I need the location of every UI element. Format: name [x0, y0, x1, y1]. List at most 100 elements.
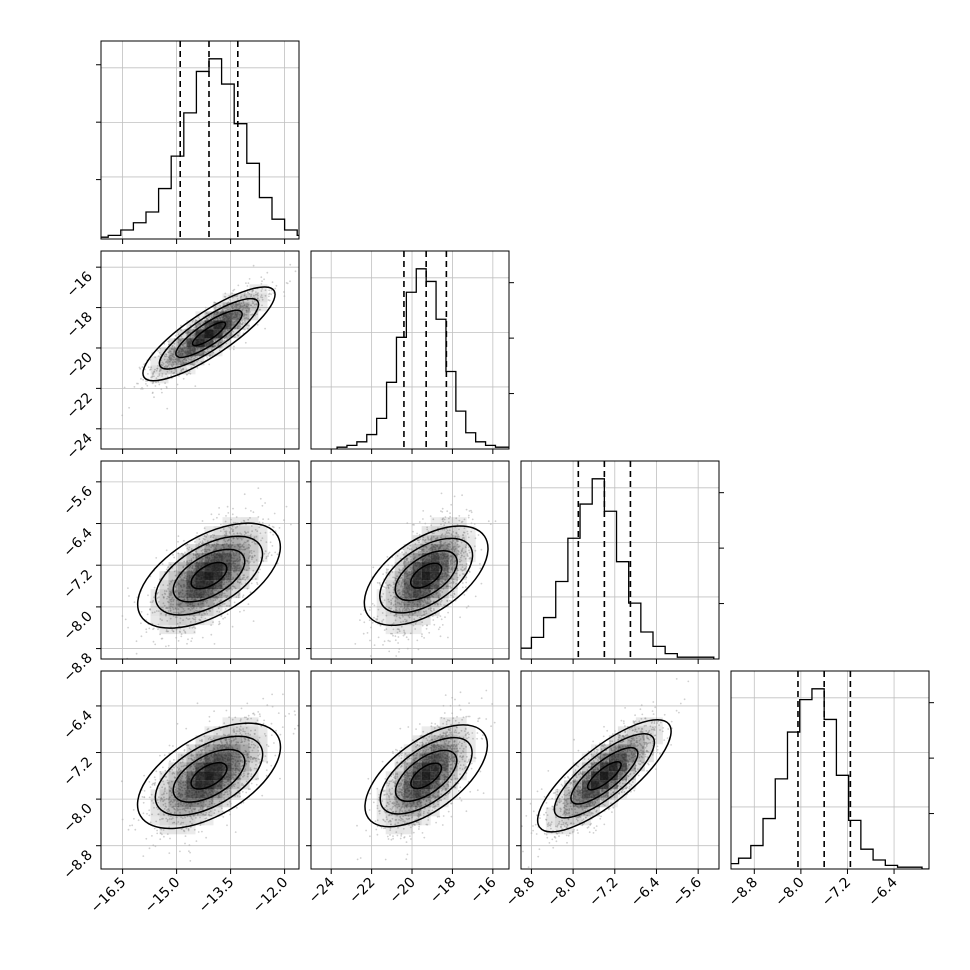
sample-point — [169, 594, 172, 597]
sample-point — [127, 626, 129, 629]
density-cell — [231, 580, 241, 590]
sample-point — [185, 359, 188, 362]
sample-point — [371, 621, 374, 624]
sample-point — [461, 569, 464, 572]
sample-point — [231, 307, 234, 310]
sample-point — [191, 617, 194, 620]
density-cell — [150, 607, 160, 617]
sample-point — [166, 360, 169, 362]
sample-point — [153, 396, 155, 399]
sample-point — [218, 313, 221, 315]
sample-point — [252, 264, 255, 267]
sample-point — [180, 335, 183, 338]
sample-point — [244, 507, 247, 510]
sample-point — [242, 545, 245, 548]
sample-point — [226, 308, 229, 311]
sample-point — [424, 522, 427, 525]
sample-point — [200, 603, 202, 605]
sample-point — [204, 617, 207, 620]
sample-point — [244, 548, 247, 551]
sample-point — [396, 628, 399, 630]
sample-point — [172, 603, 175, 606]
sample-point — [383, 599, 386, 602]
sample-point — [251, 541, 254, 544]
sample-point — [463, 527, 466, 530]
sample-point — [204, 351, 207, 354]
sample-point — [454, 542, 457, 544]
sample-point — [245, 313, 248, 316]
sample-point — [422, 510, 425, 512]
sample-point — [480, 548, 483, 551]
sample-point — [447, 611, 449, 614]
sample-point — [246, 328, 249, 330]
sample-point — [429, 538, 432, 541]
sample-point — [395, 596, 397, 599]
sample-point — [238, 301, 241, 304]
scatter-panel-1-0: −16−18−20−22−24 — [64, 250, 300, 463]
sample-point — [161, 593, 164, 596]
sample-point — [368, 619, 371, 622]
sample-point — [418, 616, 421, 619]
sample-point — [395, 577, 397, 580]
sample-point — [249, 311, 251, 313]
sample-point — [232, 521, 235, 524]
sample-point — [255, 559, 258, 561]
sample-point — [271, 545, 274, 547]
sample-point — [248, 547, 251, 549]
sample-point — [218, 507, 221, 509]
sample-point — [253, 550, 255, 553]
density-cell — [222, 571, 232, 581]
sample-point — [236, 334, 239, 336]
sample-point — [412, 624, 415, 627]
sample-point — [198, 554, 201, 557]
density-cell — [195, 616, 205, 626]
sample-point — [276, 553, 279, 556]
y-tick-label: −18 — [64, 309, 96, 341]
sample-point — [246, 303, 249, 306]
sample-point — [241, 563, 244, 566]
sample-point — [400, 625, 403, 628]
sample-point — [437, 595, 440, 597]
sample-point — [233, 345, 235, 348]
sample-point — [174, 348, 177, 350]
sample-point — [242, 594, 245, 597]
density-cell — [186, 347, 196, 357]
density-cell — [204, 616, 214, 626]
sample-point — [449, 571, 452, 574]
sample-point — [285, 505, 288, 508]
sample-point — [452, 540, 455, 542]
density-cell — [186, 625, 196, 635]
sample-point — [452, 596, 455, 598]
sample-point — [439, 615, 442, 618]
sample-point — [250, 304, 253, 307]
sample-point — [247, 531, 249, 534]
sample-point — [399, 593, 401, 595]
y-tick-label: −8.0 — [60, 608, 95, 643]
sample-point — [213, 643, 216, 645]
density-cell — [195, 311, 205, 321]
sample-point — [427, 602, 429, 605]
sample-point — [231, 306, 234, 309]
sample-point — [446, 599, 449, 602]
sample-point — [228, 588, 231, 590]
sample-point — [151, 382, 154, 385]
sample-point — [232, 289, 235, 292]
sample-point — [194, 616, 197, 619]
sample-point — [381, 612, 384, 614]
sample-point — [163, 604, 166, 607]
sample-point — [243, 520, 246, 522]
sample-point — [168, 596, 170, 599]
sample-point — [229, 538, 232, 540]
sample-point — [194, 627, 197, 629]
sample-point — [257, 571, 260, 574]
sample-point — [394, 579, 397, 581]
sample-point — [195, 326, 197, 328]
sample-point — [223, 595, 226, 597]
sample-point — [170, 374, 173, 377]
sample-point — [194, 554, 197, 556]
sample-point — [232, 576, 235, 579]
sample-point — [440, 580, 442, 583]
sample-point — [479, 563, 481, 565]
sample-point — [446, 547, 448, 550]
sample-point — [448, 580, 451, 583]
